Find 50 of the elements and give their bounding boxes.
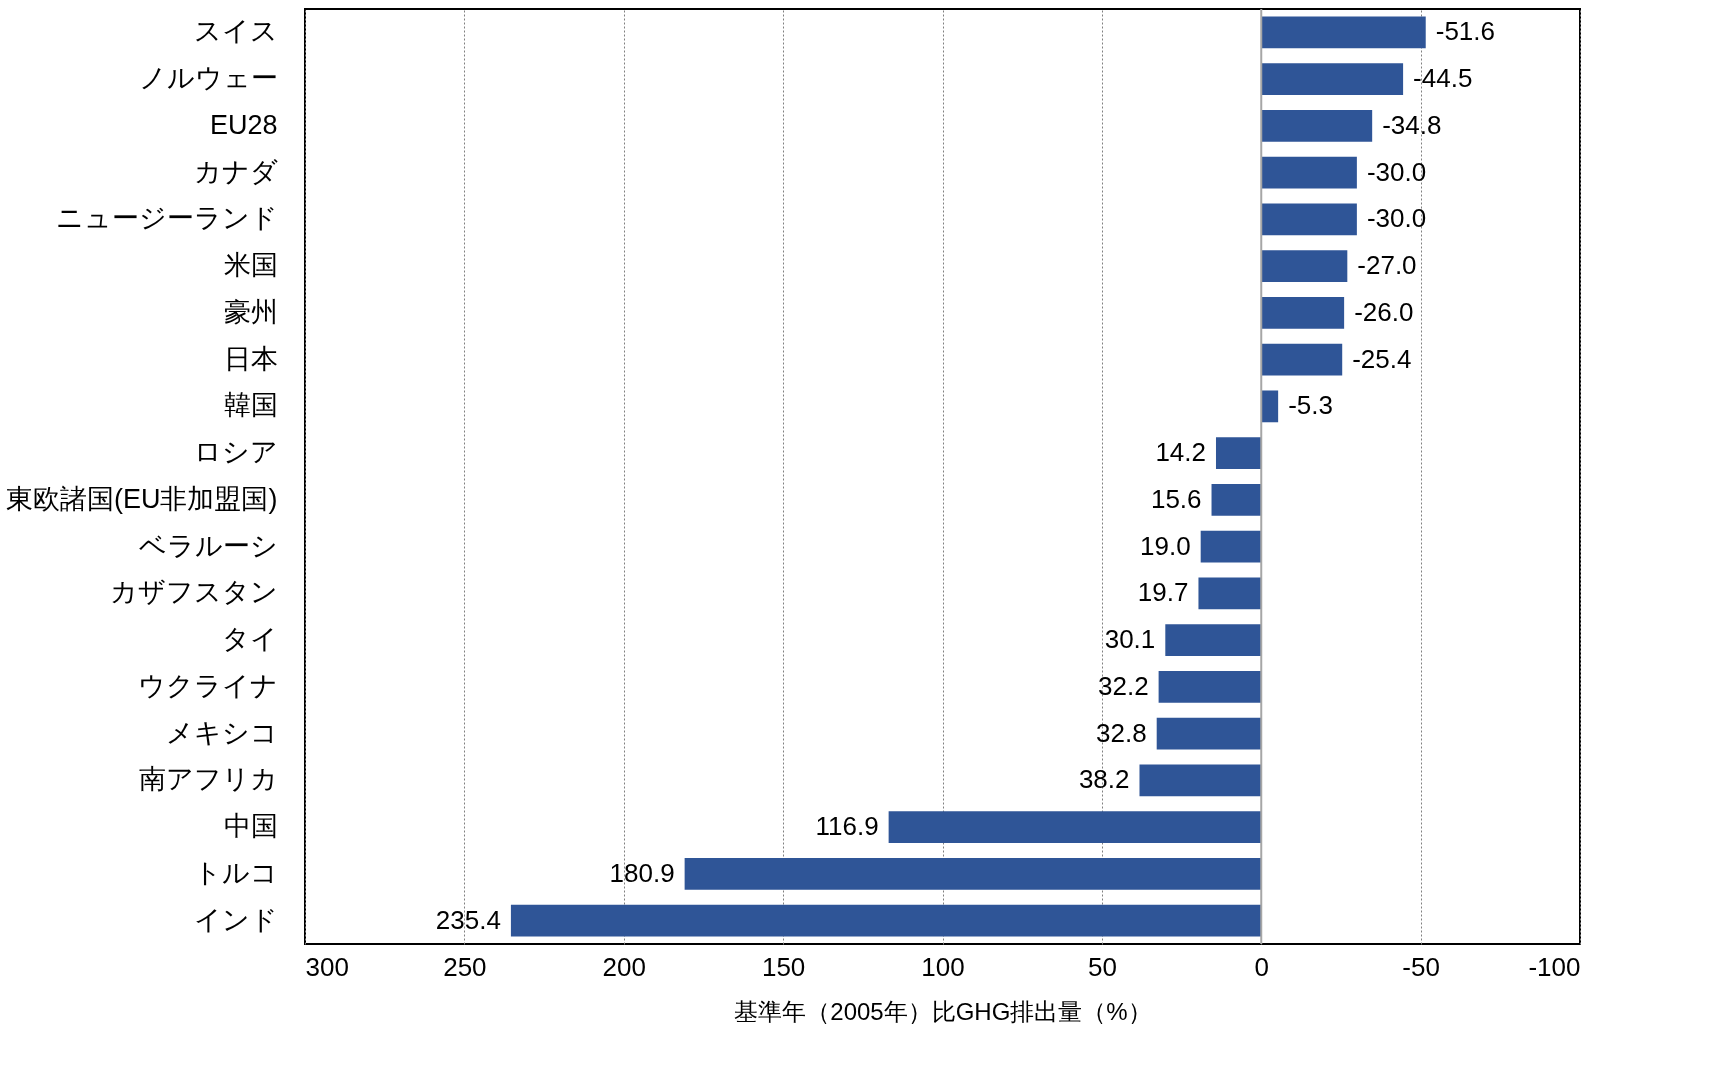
- data-label: 15.6: [1150, 483, 1202, 514]
- y-tick-label: タイ: [221, 624, 278, 655]
- data-label: 116.9: [815, 811, 879, 842]
- y-tick-label: 南アフリカ: [138, 764, 278, 795]
- data-label: 14.2: [1155, 437, 1206, 468]
- y-tick-label: カナダ: [193, 156, 278, 187]
- y-tick-label: 韓国: [223, 390, 278, 421]
- y-tick-label: メキシコ: [165, 717, 278, 748]
- y-tick-label: EU28: [209, 109, 278, 140]
- y-tick-label: カザフスタン: [109, 577, 278, 608]
- x-axis-title: 基準年（2005年）比GHG排出量（%）: [734, 997, 1152, 1025]
- x-tick-label: 100: [921, 951, 965, 982]
- y-tick-label: 東欧諸国(EU非加盟国): [6, 483, 278, 514]
- data-label: -51.6: [1435, 16, 1495, 47]
- x-tick-label: 150: [761, 951, 806, 982]
- data-label: 38.2: [1078, 764, 1130, 795]
- y-tick-label: ノルウェー: [138, 63, 278, 94]
- data-label: 235.4: [435, 904, 501, 935]
- x-tick-label: 200: [602, 951, 646, 982]
- y-tick-label: 米国: [223, 250, 278, 281]
- y-tick-label: ベラルーシ: [138, 530, 278, 561]
- x-tick-label: -100: [1528, 951, 1581, 982]
- data-label: -34.8: [1382, 109, 1442, 140]
- x-tick-label: 250: [443, 951, 487, 982]
- y-tick-label: ウクライナ: [137, 670, 278, 701]
- x-tick-label: 0: [1254, 951, 1269, 982]
- data-label: -30.0: [1366, 156, 1427, 187]
- data-label: -27.0: [1357, 250, 1417, 281]
- y-tick-label: 日本: [223, 343, 278, 374]
- data-label: -26.0: [1354, 296, 1414, 327]
- data-label: -44.5: [1413, 63, 1473, 94]
- y-tick-label: ロシア: [193, 437, 278, 468]
- x-tick-label: -50: [1402, 951, 1440, 982]
- data-label: -5.3: [1288, 390, 1333, 421]
- y-tick-label: ニュージーランド: [55, 203, 278, 234]
- y-tick-label: 豪州: [223, 296, 278, 327]
- y-tick-label: トルコ: [193, 857, 278, 888]
- x-tick-label: 300: [305, 951, 349, 982]
- data-label: 32.8: [1096, 717, 1147, 748]
- data-label: 19.7: [1137, 577, 1189, 608]
- x-tick-label: 50: [1087, 951, 1117, 982]
- data-label: 32.2: [1098, 670, 1149, 701]
- data-label: 180.9: [609, 857, 675, 888]
- y-tick-label: スイス: [193, 16, 278, 47]
- data-label: -30.0: [1366, 203, 1427, 234]
- data-label: -25.4: [1352, 343, 1412, 374]
- y-tick-label: インド: [193, 904, 278, 935]
- data-label: 19.0: [1140, 530, 1191, 561]
- data-label: 30.1: [1104, 624, 1156, 655]
- y-tick-label: 中国: [223, 811, 278, 842]
